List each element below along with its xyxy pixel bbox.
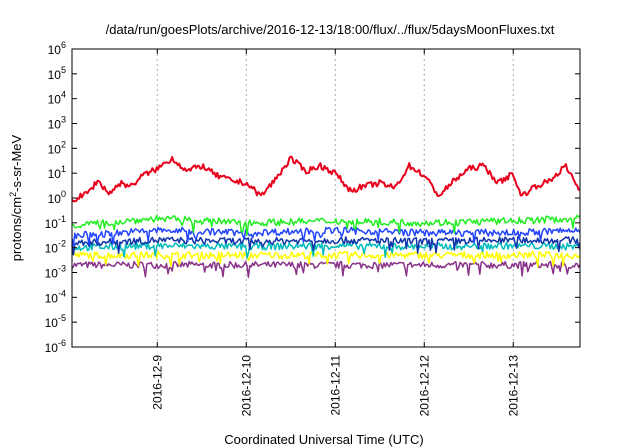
y-tick-label: 103 xyxy=(48,115,66,132)
x-tick-label: 2016-12-11 xyxy=(328,355,342,416)
x-tick-label: 2016-12-12 xyxy=(417,355,431,417)
y-tick-label: 10-1 xyxy=(45,214,66,231)
y-tick-label: 101 xyxy=(48,164,66,181)
series-line xyxy=(71,236,581,256)
y-axis: 10-6 10-5 10-4 10-3 10-2 10-1 100 101 102 103 104 1… xyxy=(45,40,580,355)
y-tick-label: 10-3 xyxy=(45,264,66,281)
y-tick-label: 10-2 xyxy=(45,239,66,256)
x-axis-label: Coordinated Universal Time (UTC) xyxy=(224,432,423,447)
series-line xyxy=(71,214,581,236)
y-tick-label: 106 xyxy=(48,40,66,57)
y-tick-label: 102 xyxy=(48,139,66,156)
y-axis-label: protons/cm2-s-sr-MeV xyxy=(8,134,24,261)
series-line xyxy=(71,226,581,247)
series-line xyxy=(71,155,580,203)
x-tick-label: 2016-12-13 xyxy=(506,355,520,417)
y-tick-label: 104 xyxy=(48,90,66,107)
series-line xyxy=(71,260,581,278)
gridlines xyxy=(156,49,514,347)
y-tick-label: 10-6 xyxy=(45,338,66,355)
x-tick-label: 2016-12-10 xyxy=(239,355,253,417)
y-tick-label: 100 xyxy=(48,189,66,206)
plot-area-frame xyxy=(71,48,581,348)
y-tick-label: 10-4 xyxy=(45,288,66,305)
series-layer xyxy=(71,155,581,278)
y-tick-label: 105 xyxy=(48,65,66,82)
chart-title: /data/run/goesPlots/archive/2016-12-13/1… xyxy=(106,22,555,37)
x-tick-label: 2016-12-9 xyxy=(150,355,164,410)
series-line xyxy=(71,241,581,259)
series-line xyxy=(71,250,581,268)
y-tick-label: 10-5 xyxy=(45,313,66,330)
x-axis: 2016-12-9 2016-12-10 2016-12-11 2016-12-12 2… xyxy=(150,49,520,416)
